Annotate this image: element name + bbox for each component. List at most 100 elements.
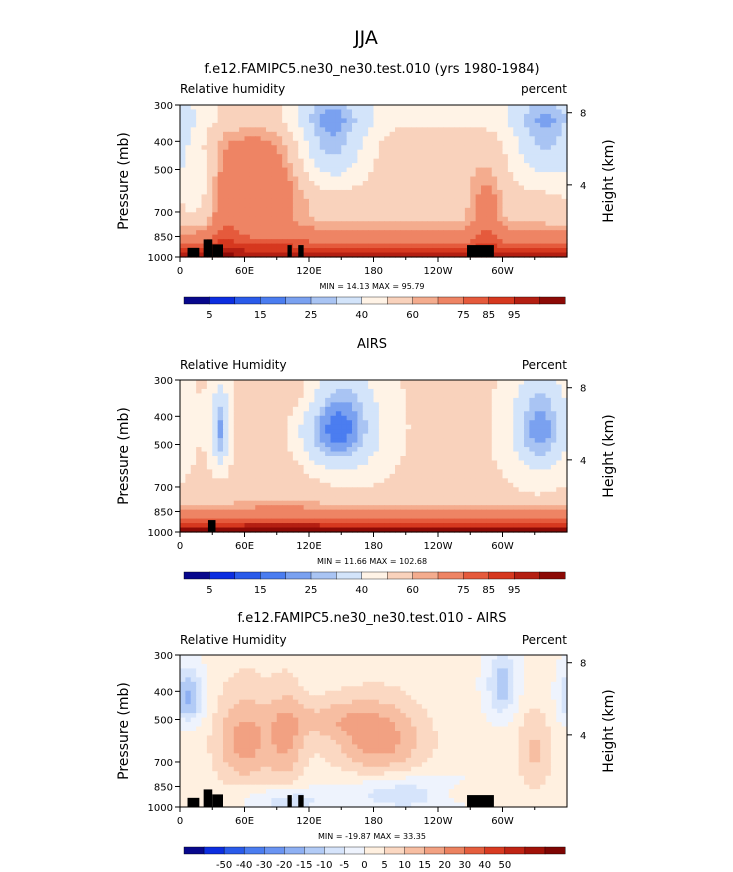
heatmap-cell [357,478,364,484]
heatmap-cell [239,225,246,231]
heatmap-cell [389,518,396,524]
heatmap-cell [260,478,267,484]
heatmap-cell [507,145,514,151]
heatmap-cell [228,225,235,231]
heatmap-cell [341,424,348,430]
heatmap-cell [373,478,380,484]
heatmap-cell [255,424,262,430]
heatmap-cell [330,194,337,200]
heatmap-cell [357,384,364,390]
heatmap-cell [180,402,186,408]
heatmap-cell [357,469,364,475]
heatmap-cell [373,460,380,466]
heatmap-cell [507,496,514,502]
heatmap-cell [298,207,305,213]
heatmap-cell [319,456,326,462]
heatmap-cell [368,234,375,240]
heatmap-cell [196,118,203,124]
heatmap-cell [276,482,283,488]
heatmap-cell [378,460,385,466]
heatmap-cell [276,194,283,200]
heatmap-cell [518,221,525,227]
heatmap-cell [497,127,504,133]
heatmap-cell [292,451,299,457]
heatmap-cell [341,131,348,137]
heatmap-cell [266,216,272,222]
heatmap-cell [303,451,310,457]
heatmap-cell [443,136,450,142]
heatmap-cell [201,176,208,182]
heatmap-cell [346,234,353,240]
heatmap-cell [507,127,514,133]
heatmap-cell [389,172,396,178]
heatmap-cell [223,109,229,115]
heatmap-cell [266,406,272,412]
heatmap-cell [481,509,487,515]
heatmap-cell [459,456,466,462]
heatmap-cell [459,518,466,524]
heatmap-cell [502,514,509,520]
heatmap-cell [217,118,224,124]
heatmap-cell [185,491,192,497]
heatmap-cell [319,397,326,403]
heatmap-cell [556,505,563,511]
heatmap-cell [352,523,358,529]
heatmap-cell [459,438,466,444]
heatmap-cell [561,384,568,390]
heatmap-cell [239,514,246,520]
heatmap-cell [427,109,434,115]
heatmap-cell [282,424,289,430]
heatmap-cell [228,491,235,497]
heatmap-cell [389,203,396,209]
heatmap-cell [196,451,203,457]
heatmap-cell [534,172,541,178]
heatmap-cell [540,527,547,533]
heatmap-cell [201,505,208,511]
heatmap-cell [260,523,267,529]
heatmap-cell [292,158,299,164]
colorbar-label: 60 [406,310,419,321]
heatmap-cell [357,424,364,430]
heatmap-cell [212,429,219,435]
heatmap-cell [540,447,547,453]
heatmap-cell [432,438,439,444]
heatmap-cell [378,221,385,227]
heatmap-cell [443,207,450,213]
heatmap-cell [454,239,461,245]
heatmap-cell [540,158,547,164]
heatmap-cell [491,105,498,111]
heatmap-cell [325,248,332,254]
heatmap-cell [518,212,525,218]
heatmap-cell [319,447,326,453]
heatmap-cell [196,189,203,196]
heatmap-cell [298,384,305,390]
heatmap-cell [201,393,208,399]
heatmap-cell [185,145,192,151]
heatmap-cell [244,451,251,457]
heatmap-cell [540,420,547,426]
heatmap-cell [276,158,283,164]
heatmap-cell [448,140,455,146]
heatmap-cell [341,456,348,462]
heatmap-cell [239,167,246,173]
heatmap-cell [352,496,358,502]
heatmap-cell [373,221,380,227]
heatmap-cell [384,131,391,137]
heatmap-cell [249,509,256,515]
heatmap-field [180,105,568,258]
heatmap-cell [524,167,530,173]
heatmap-cell [540,163,547,169]
heatmap-cell [185,411,192,417]
heatmap-cell [395,212,401,218]
heatmap-cell [400,154,407,160]
heatmap-cell [550,221,557,227]
heatmap-cell [185,243,192,249]
heatmap-cell [486,429,493,435]
heatmap-cell [513,433,520,439]
heatmap-cell [502,429,509,435]
heatmap-cell [330,239,337,245]
heatmap-cell [518,429,525,435]
heatmap-cell [411,456,418,462]
heatmap-cell [481,167,487,173]
x-tick-label: 60E [235,541,254,552]
